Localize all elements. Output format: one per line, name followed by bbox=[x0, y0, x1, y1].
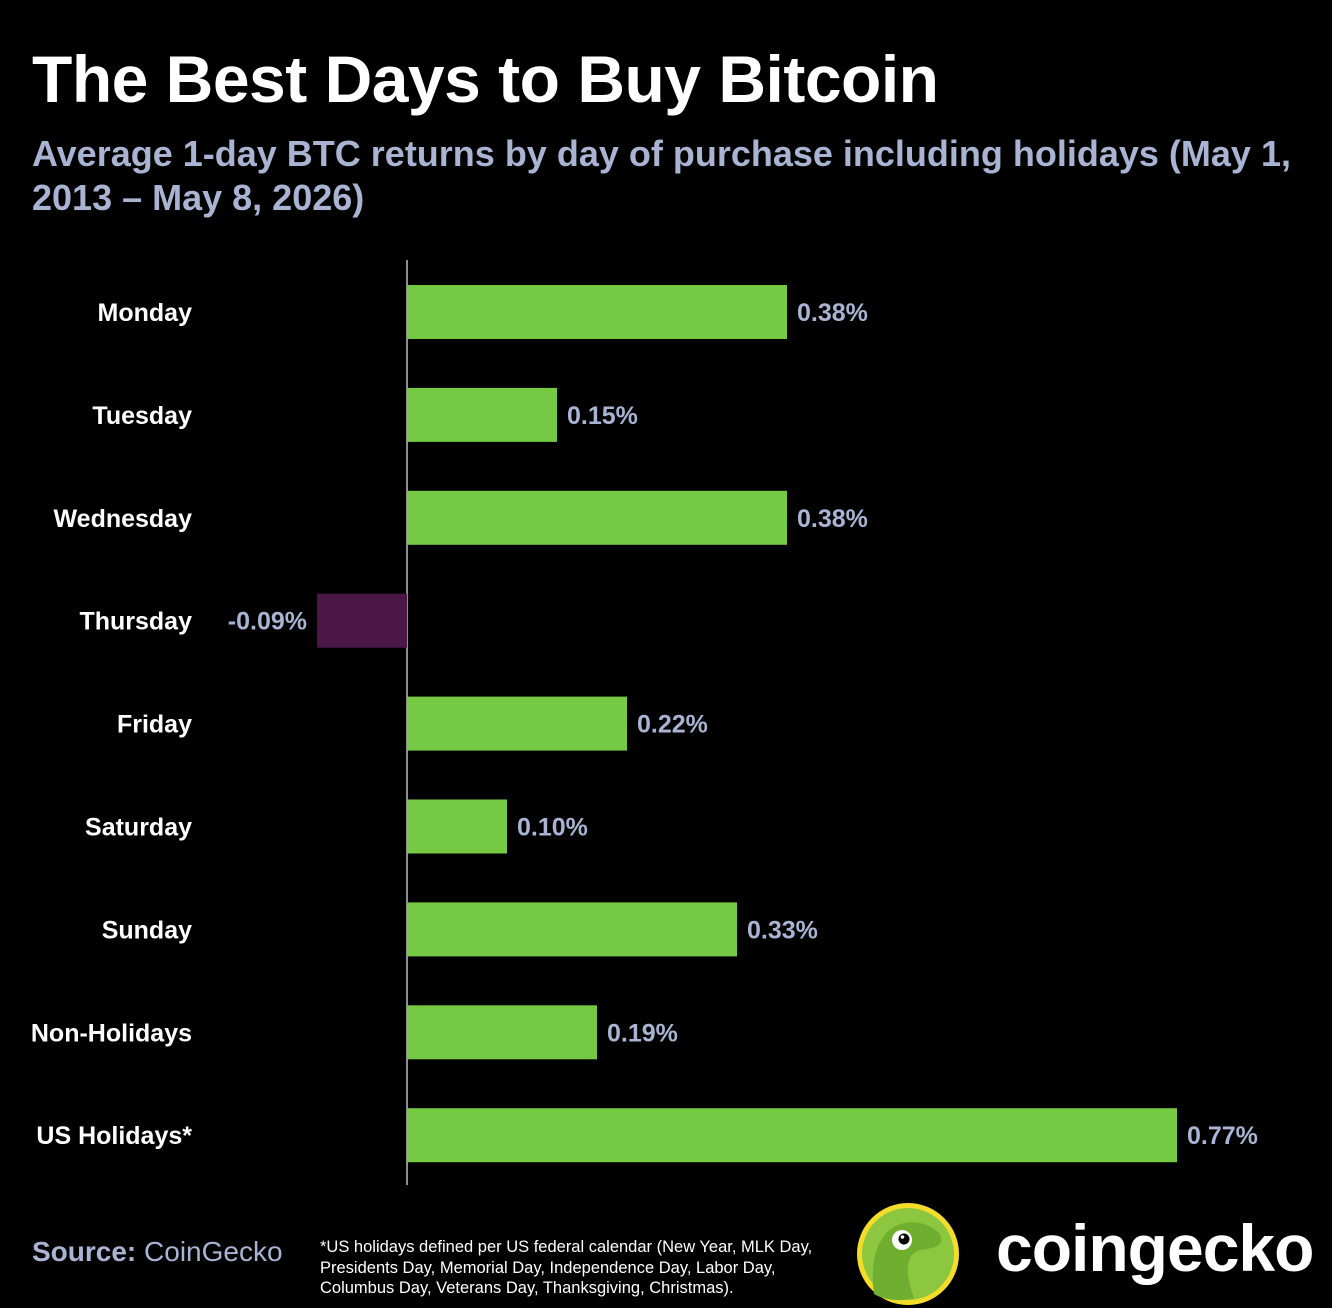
value-label-1: 0.15% bbox=[567, 402, 638, 430]
bar-7 bbox=[407, 1005, 597, 1060]
category-label-1: Tuesday bbox=[92, 402, 192, 430]
value-label-5: 0.10% bbox=[517, 814, 588, 842]
value-label-3: -0.09% bbox=[228, 608, 307, 636]
category-label-6: Sunday bbox=[102, 916, 192, 944]
category-label-3: Thursday bbox=[79, 608, 192, 636]
value-label-7: 0.19% bbox=[607, 1019, 678, 1047]
value-label-2: 0.38% bbox=[797, 505, 868, 533]
category-label-4: Friday bbox=[117, 711, 192, 739]
bar-5 bbox=[407, 799, 507, 854]
value-label-6: 0.33% bbox=[747, 916, 818, 944]
bar-0 bbox=[407, 285, 787, 339]
coingecko-gecko-logo-icon bbox=[857, 1203, 959, 1305]
bar-2 bbox=[407, 490, 787, 545]
bar-1 bbox=[407, 387, 557, 442]
category-label-7: Non-Holidays bbox=[31, 1019, 192, 1047]
bar-3 bbox=[317, 593, 407, 648]
chart-subtitle: Average 1-day BTC returns by day of purc… bbox=[32, 133, 1291, 218]
value-label-0: 0.38% bbox=[797, 299, 868, 327]
category-label-0: Monday bbox=[98, 299, 193, 327]
source-line: Source: CoinGecko bbox=[32, 1236, 283, 1268]
coingecko-wordmark: coingecko bbox=[996, 1211, 1314, 1285]
source-key: Source: bbox=[32, 1236, 137, 1267]
holiday-footnote: *US holidays defined per US federal cale… bbox=[320, 1238, 813, 1297]
value-label-4: 0.22% bbox=[637, 711, 708, 739]
category-label-8: US Holidays* bbox=[36, 1122, 192, 1150]
value-label-8: 0.77% bbox=[1187, 1122, 1258, 1150]
bar-4 bbox=[407, 696, 627, 751]
bar-6 bbox=[407, 902, 737, 957]
bar-8 bbox=[407, 1108, 1177, 1163]
source-value: CoinGecko bbox=[144, 1236, 283, 1267]
category-label-2: Wednesday bbox=[54, 505, 193, 533]
category-label-5: Saturday bbox=[85, 814, 192, 842]
bars-group: Monday 0.38% Tuesday 0.15% Wednesday 0.38% Thu… bbox=[31, 285, 1258, 1163]
bar-chart: Monday 0.38% Tuesday 0.15% Wednesday 0.38% Thu… bbox=[31, 260, 1258, 1185]
chart-title: The Best Days to Buy Bitcoin bbox=[32, 42, 939, 116]
